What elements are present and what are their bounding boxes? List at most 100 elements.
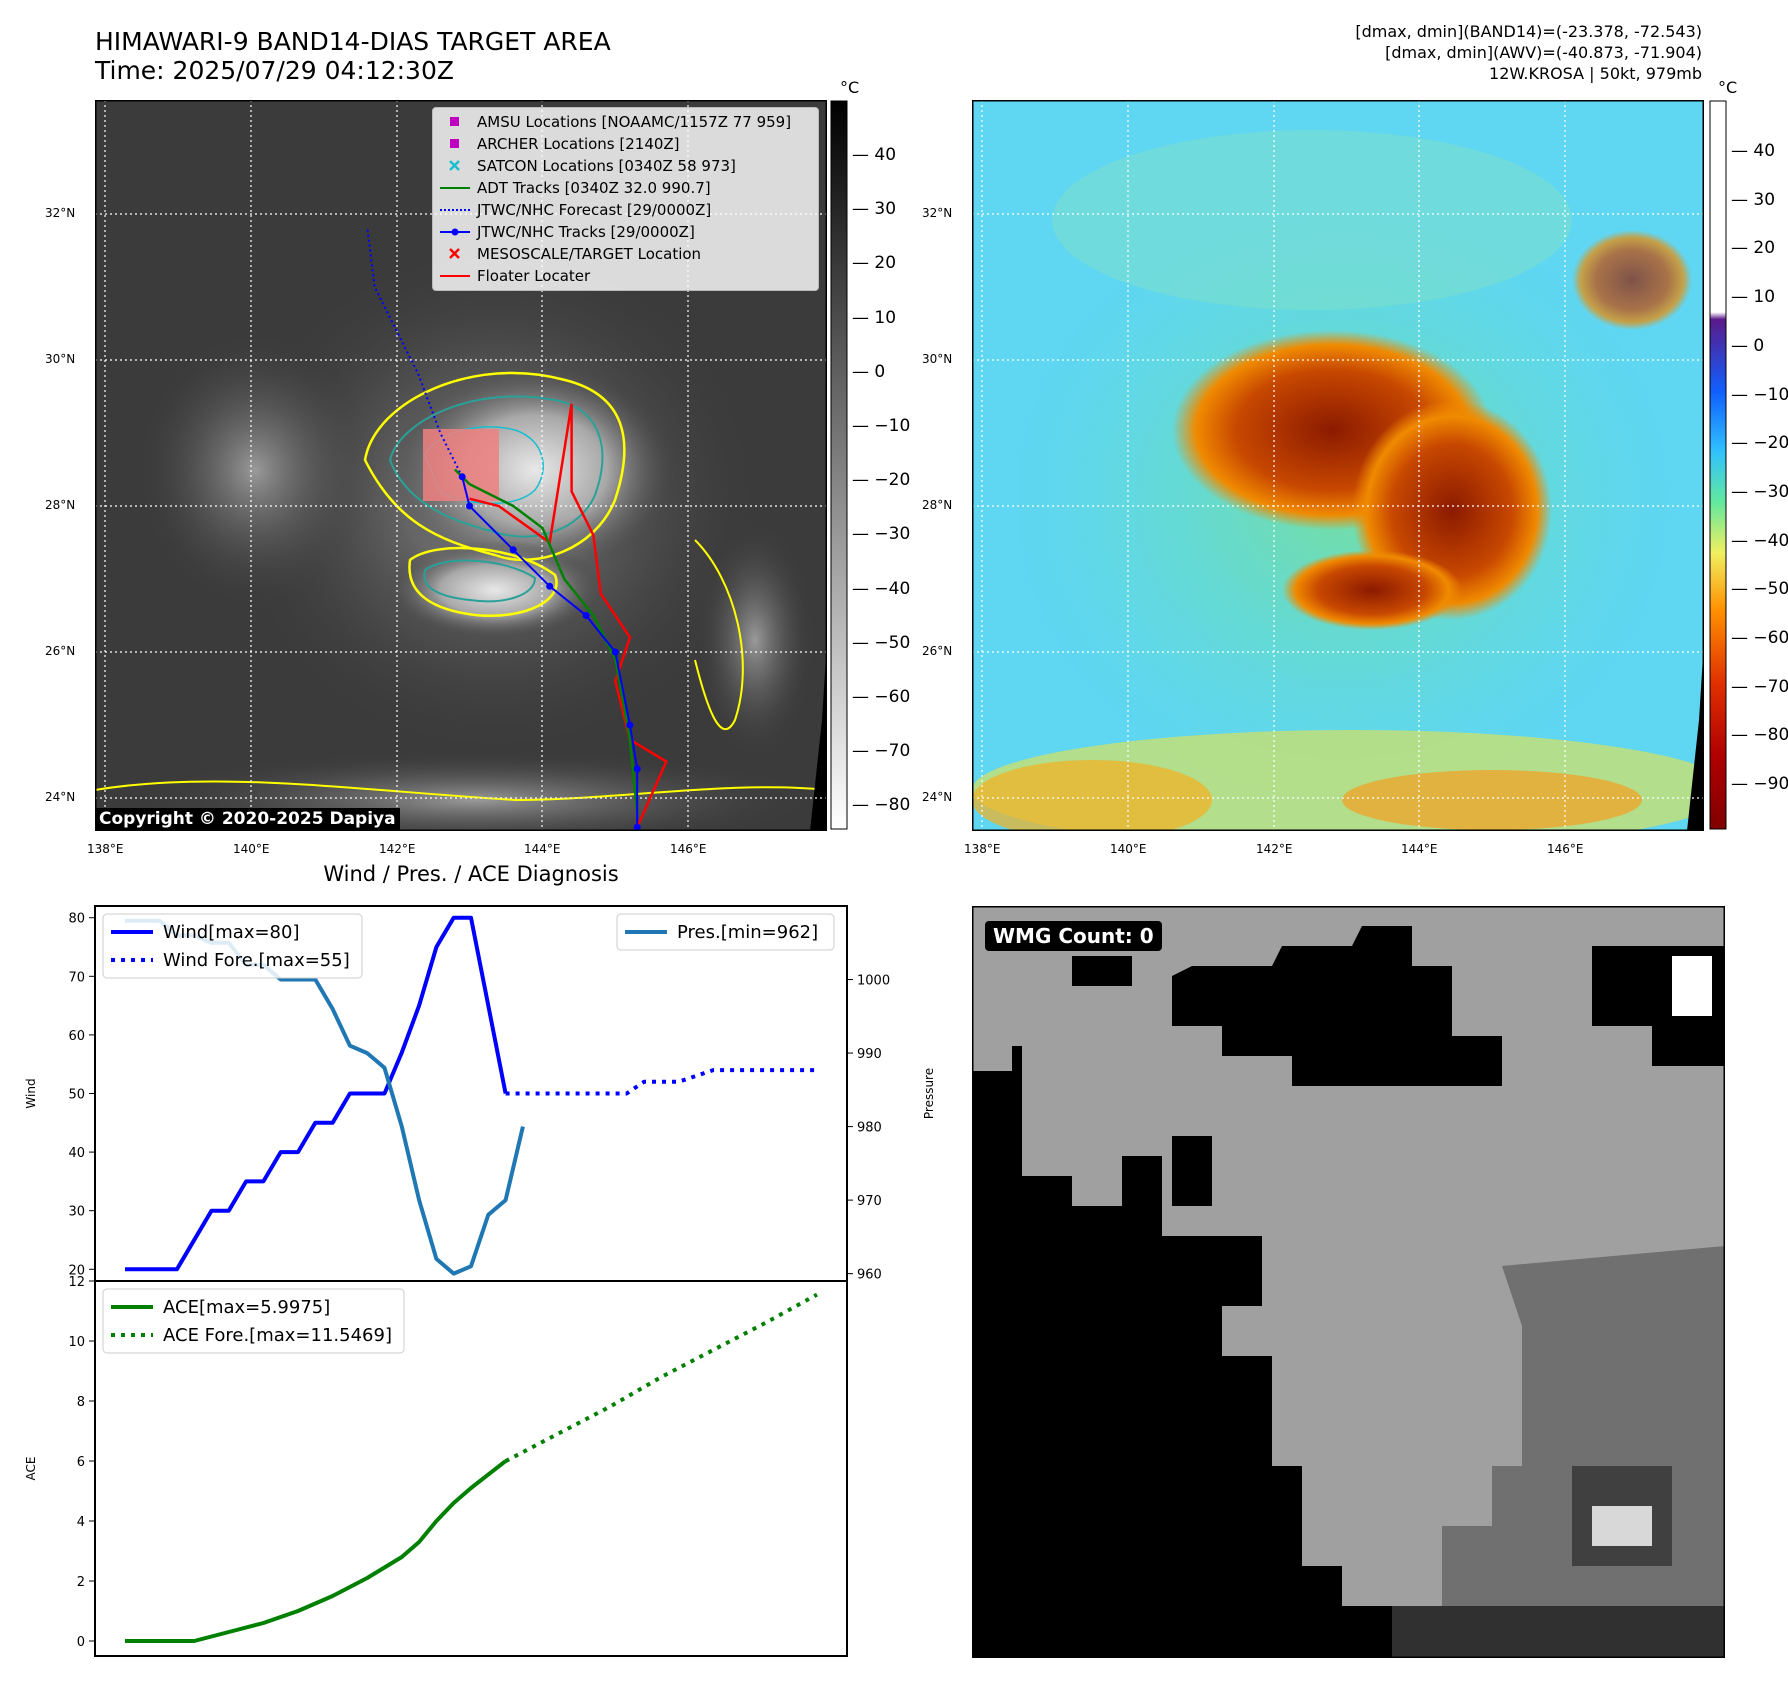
pressure-axis-label: Pressure [922,1068,936,1119]
colorbar-tick: — −30 [852,524,911,545]
wind-tick-label: 40 [68,1146,85,1161]
legend-item: MESOSCALE/TARGET Location [433,243,818,265]
info-awv: [dmax, dmin](AWV)=(-40.873, -71.904) [1385,43,1702,62]
pressure-tick-label: 960 [857,1268,882,1283]
wind-tick-label: 20 [68,1263,85,1278]
legend-label: JTWC/NHC Forecast [29/0000Z] [477,201,712,219]
jtwc-track-point [611,648,619,656]
pressure-tick-label: 970 [857,1194,882,1209]
lat-label: 32°N [45,206,76,220]
wind-tick-label: 50 [68,1088,85,1103]
legend-symbol-icon [433,116,477,128]
legend-item: JTWC/NHC Tracks [29/0000Z] [433,221,818,243]
info-storm: 12W.KROSA | 50kt, 979mb [1489,64,1702,83]
legend-item: ARCHER Locations [2140Z] [433,133,818,155]
lon-label: 144°E [524,842,561,856]
jtwc-forecast-track [366,228,464,478]
colorbar-tick: — −60 [852,687,911,707]
chart-title: HIMAWARI-9 BAND14-DIAS TARGET AREA [95,27,611,56]
adt-track [454,468,639,813]
colorbar-tick: — −40 [852,578,911,599]
colorbar-tick: — 10 [1731,287,1776,308]
colorbar-tick: — 40 [1731,141,1776,161]
jtwc-track-point [582,612,590,619]
colorbar-tick: — 0 [1731,335,1765,356]
colorbar-tick: — 10 [852,307,897,328]
lat-label: 32°N [922,206,953,220]
lon-label: 140°E [233,842,270,856]
legend-item: ADT Tracks [0340Z 32.0 990.7] [433,177,818,199]
wind-tick-label: 80 [68,912,85,927]
colorbar-tick: — −20 [852,470,911,491]
lat-label: 26°N [922,644,953,658]
wind-tick-label: 70 [68,970,85,985]
awv-gridlines [972,100,1704,831]
ace-tick-label: 8 [77,1395,85,1410]
diagnosis-title: Wind / Pres. / ACE Diagnosis [323,862,619,886]
pressure-tick-label: 980 [857,1121,882,1136]
lon-label: 146°E [1547,842,1584,856]
awv-colorbar [1709,100,1727,830]
colorbar-tick: — 20 [1731,238,1776,259]
lon-label: 142°E [1256,842,1293,856]
pressure-tick-label: 990 [857,1047,882,1062]
floater-track [469,403,668,828]
series-line [125,1459,507,1643]
lon-label: 142°E [379,842,416,856]
legend-text: Wind[max=80] [163,922,300,943]
left-colorbar-unit: °C [840,78,860,97]
wind-axis-label: Wind [24,1078,38,1108]
colorbar-tick: — −10 [852,416,911,436]
legend-symbol-icon [433,270,477,282]
ace-axis-label: ACE [24,1457,38,1481]
wmg-panel [972,906,1725,1658]
lat-label: 24°N [45,790,76,804]
lat-label: 30°N [922,352,953,366]
lat-label: 30°N [45,352,76,366]
chart-legend [102,1288,405,1354]
ace-tick-label: 10 [68,1335,85,1350]
ace-tick-label: 4 [77,1515,85,1530]
colorbar-tick: — 30 [852,199,897,220]
jtwc-track-point [626,721,634,729]
copyright: Copyright © 2020-2025 Dapiya [95,808,400,830]
colorbar-tick: — −70 [1731,676,1788,697]
colorbar-tick: — −30 [1731,481,1788,502]
pressure-tick-label: 1000 [857,974,890,989]
legend-text: Wind Fore.[max=55] [163,950,350,971]
legend-item: SATCON Locations [0340Z 58 973] [433,155,818,177]
colorbar-tick: — −10 [1731,384,1788,405]
legend-symbol-icon [433,226,477,238]
lat-label: 24°N [922,790,953,804]
lon-label: 138°E [964,842,1001,856]
colorbar-tick: — 30 [1731,189,1776,210]
jtwc-track-point [509,546,517,554]
chart-time: Time: 2025/07/29 04:12:30Z [95,56,454,85]
jtwc-track-point [458,473,466,481]
legend-text: ACE Fore.[max=11.5469] [163,1325,392,1346]
chart-legend [616,913,835,951]
legend-symbol-icon [433,248,477,260]
colorbar-tick: — −50 [1731,579,1788,600]
legend-item: JTWC/NHC Forecast [29/0000Z] [433,199,818,221]
legend-text: Pres.[min=962] [677,922,818,943]
colorbar-tick: — −50 [852,632,911,653]
legend-item: AMSU Locations [NOAAMC/1157Z 77 959] [433,111,818,133]
legend-label: ARCHER Locations [2140Z] [477,135,680,153]
lat-label: 28°N [922,498,953,512]
ace-tick-label: 2 [77,1575,85,1590]
legend-text: ACE[max=5.9975] [163,1297,330,1318]
diagnosis-chart: 807060504030201000990980970960121086420W… [24,905,936,1657]
wmg-count-badge: WMG Count: 0 [985,921,1162,951]
awv-map [972,100,1704,831]
legend-label: Floater Locater [477,267,591,285]
legend-item: Floater Locater [433,265,818,287]
jtwc-track-point [466,502,473,510]
jtwc-track-point [546,582,554,590]
ace-tick-label: 6 [77,1455,85,1470]
legend-label: MESOSCALE/TARGET Location [477,245,702,263]
legend-label: ADT Tracks [0340Z 32.0 990.7] [477,179,711,197]
legend-label: SATCON Locations [0340Z 58 973] [477,157,736,175]
map-legend: AMSU Locations [NOAAMC/1157Z 77 959] ARCH… [432,107,819,291]
ace-tick-label: 0 [77,1635,85,1650]
